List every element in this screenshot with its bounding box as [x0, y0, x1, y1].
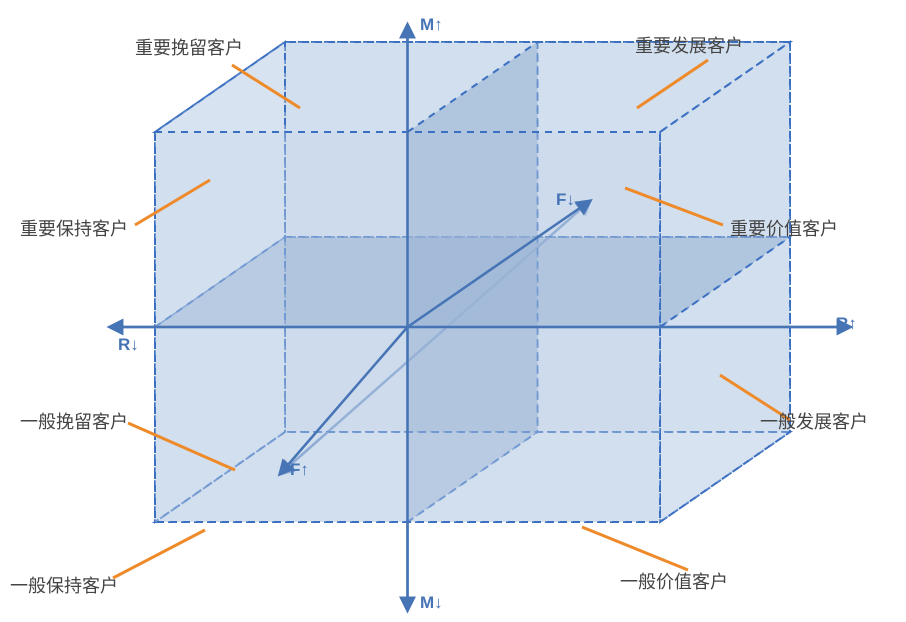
label-bot-back-right: 一般发展客户: [760, 408, 868, 434]
axis-label-r-neg: R↓: [118, 335, 139, 355]
label-bot-bottom-right: 一般价值客户: [620, 568, 728, 594]
label-bot-bottom-left: 一般保持客户: [10, 572, 118, 598]
callout-bot-bottom-right: [582, 527, 688, 570]
label-bot-front-left: 一般挽留客户: [20, 408, 128, 434]
label-top-back-right: 重要发展客户: [635, 32, 743, 58]
callout-bot-bottom-left: [113, 530, 205, 578]
axis-label-r-pos: R↑: [836, 314, 857, 334]
axis-label-m-neg: M↓: [420, 593, 443, 613]
label-top-front-left: 重要保持客户: [20, 215, 128, 241]
axis-label-f-pos: F↑: [290, 460, 309, 480]
rfm-cube-diagram: R↑ R↓ M↑ M↓ F↑ F↓ 重要挽留客户 重要发展客户 重要保持客户 重…: [0, 0, 906, 622]
axis-label-f-neg: F↓: [556, 190, 575, 210]
rfm-cube-svg: [0, 0, 906, 622]
label-top-front-right: 重要价值客户: [730, 215, 838, 241]
axis-label-m-pos: M↑: [420, 15, 443, 35]
label-top-back-left: 重要挽留客户: [135, 34, 243, 60]
